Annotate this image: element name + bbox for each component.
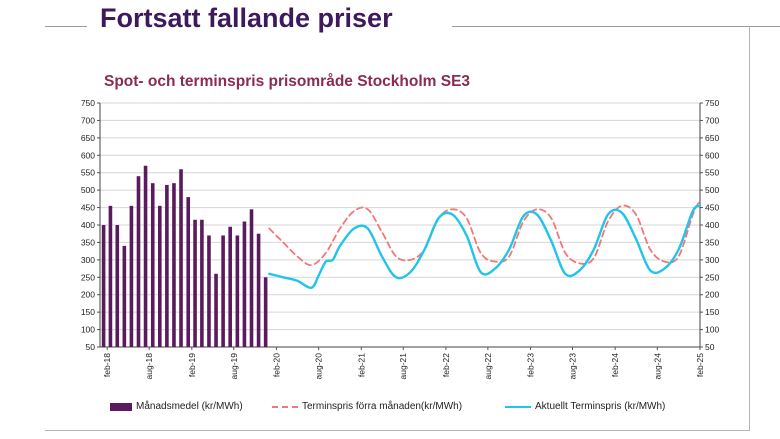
bar bbox=[249, 209, 254, 347]
y2-tick-label: 450 bbox=[705, 203, 719, 213]
title-rule-right bbox=[452, 26, 780, 27]
legend-swatch-bar bbox=[110, 402, 132, 411]
slide-title: Fortsatt fallande priser bbox=[100, 3, 393, 33]
bar bbox=[214, 273, 218, 347]
y-tick-label: 150 bbox=[81, 307, 95, 317]
y2-tick-label: 50 bbox=[705, 342, 715, 352]
frame-bottom-border bbox=[45, 430, 750, 431]
y2-tick-label: 250 bbox=[705, 272, 719, 282]
bar bbox=[136, 176, 141, 347]
y-tick-label: 750 bbox=[81, 98, 95, 108]
bar bbox=[108, 205, 113, 347]
bar bbox=[179, 169, 183, 347]
y-tick-label: 400 bbox=[81, 220, 95, 230]
x-tick-label: aug-18 bbox=[144, 353, 154, 380]
y-tick-label: 650 bbox=[81, 133, 95, 143]
bar bbox=[193, 219, 197, 347]
bar bbox=[150, 183, 155, 347]
bar bbox=[207, 235, 211, 347]
bar bbox=[235, 235, 240, 347]
chart-title: Spot- och terminspris prisområde Stockho… bbox=[104, 73, 471, 90]
y-tick-label: 500 bbox=[81, 185, 95, 195]
y-tick-label: 250 bbox=[81, 272, 95, 282]
x-tick-label: feb-24 bbox=[610, 353, 620, 377]
y-tick-label: 350 bbox=[81, 237, 95, 247]
y2-tick-label: 650 bbox=[705, 133, 719, 143]
y2-tick-label: 300 bbox=[705, 255, 719, 265]
bar bbox=[200, 219, 204, 347]
legend-item-monthly-average: Månadsmedel (kr/MWh) bbox=[110, 401, 243, 412]
bar bbox=[263, 277, 268, 347]
y2-tick-label: 500 bbox=[705, 185, 719, 195]
y-tick-label: 100 bbox=[81, 325, 95, 335]
series-line-previous-forward bbox=[268, 199, 701, 266]
bar bbox=[221, 235, 225, 347]
x-tick-label: feb-18 bbox=[102, 353, 112, 377]
bar bbox=[115, 225, 120, 347]
y2-tick-label: 200 bbox=[705, 290, 719, 300]
x-tick-label: aug-23 bbox=[567, 353, 577, 380]
bar bbox=[242, 221, 247, 347]
bar bbox=[101, 225, 106, 347]
x-tick-label: aug-22 bbox=[483, 353, 493, 380]
y-tick-label: 300 bbox=[81, 255, 95, 265]
bar bbox=[186, 197, 191, 347]
bar bbox=[129, 205, 134, 347]
bar bbox=[143, 165, 148, 347]
y-tick-label: 50 bbox=[86, 342, 96, 352]
x-tick-label: feb-23 bbox=[526, 353, 536, 377]
title-rule-left bbox=[45, 26, 87, 27]
x-tick-label: aug-21 bbox=[398, 353, 408, 380]
legend-swatch-dashed-line bbox=[272, 405, 298, 408]
y2-tick-label: 750 bbox=[705, 98, 719, 108]
bar bbox=[228, 226, 232, 347]
y2-tick-label: 150 bbox=[705, 307, 719, 317]
legend-label-current-forward: Aktuellt Terminspris (kr/MWh) bbox=[535, 401, 666, 412]
bar bbox=[158, 205, 162, 347]
bar bbox=[122, 245, 127, 347]
legend-item-current-forward: Aktuellt Terminspris (kr/MWh) bbox=[505, 401, 665, 412]
y-tick-label: 450 bbox=[81, 203, 95, 213]
y-tick-label: 200 bbox=[81, 290, 95, 300]
y2-tick-label: 700 bbox=[705, 115, 719, 125]
y2-tick-label: 350 bbox=[705, 237, 719, 247]
y2-tick-label: 100 bbox=[705, 325, 719, 335]
x-tick-label: feb-19 bbox=[187, 353, 197, 377]
x-tick-label: aug-19 bbox=[229, 353, 239, 380]
legend-label-previous-forward: Terminspris förra månaden(kr/MWh) bbox=[302, 401, 463, 412]
y-tick-label: 600 bbox=[81, 150, 95, 160]
x-tick-label: feb-20 bbox=[271, 353, 281, 377]
y-tick-label: 700 bbox=[81, 115, 95, 125]
bar bbox=[172, 183, 176, 347]
x-tick-label: aug-24 bbox=[652, 353, 662, 380]
legend-swatch-solid-line bbox=[505, 405, 531, 408]
bar bbox=[165, 184, 169, 347]
series-line-current-forward bbox=[268, 204, 702, 289]
x-tick-label: feb-25 bbox=[695, 353, 705, 377]
x-tick-label: aug-20 bbox=[314, 353, 324, 380]
x-tick-label: feb-22 bbox=[441, 353, 451, 377]
y2-tick-label: 400 bbox=[705, 220, 719, 230]
y2-tick-label: 600 bbox=[705, 150, 719, 160]
bar bbox=[256, 233, 261, 347]
frame-right-border bbox=[749, 26, 750, 431]
x-tick-label: feb-21 bbox=[356, 353, 366, 377]
legend-label-monthly-average: Månadsmedel (kr/MWh) bbox=[136, 401, 243, 412]
legend-item-previous-forward: Terminspris förra månaden(kr/MWh) bbox=[272, 401, 462, 412]
y2-tick-label: 550 bbox=[705, 168, 719, 178]
y-tick-label: 550 bbox=[81, 168, 95, 178]
